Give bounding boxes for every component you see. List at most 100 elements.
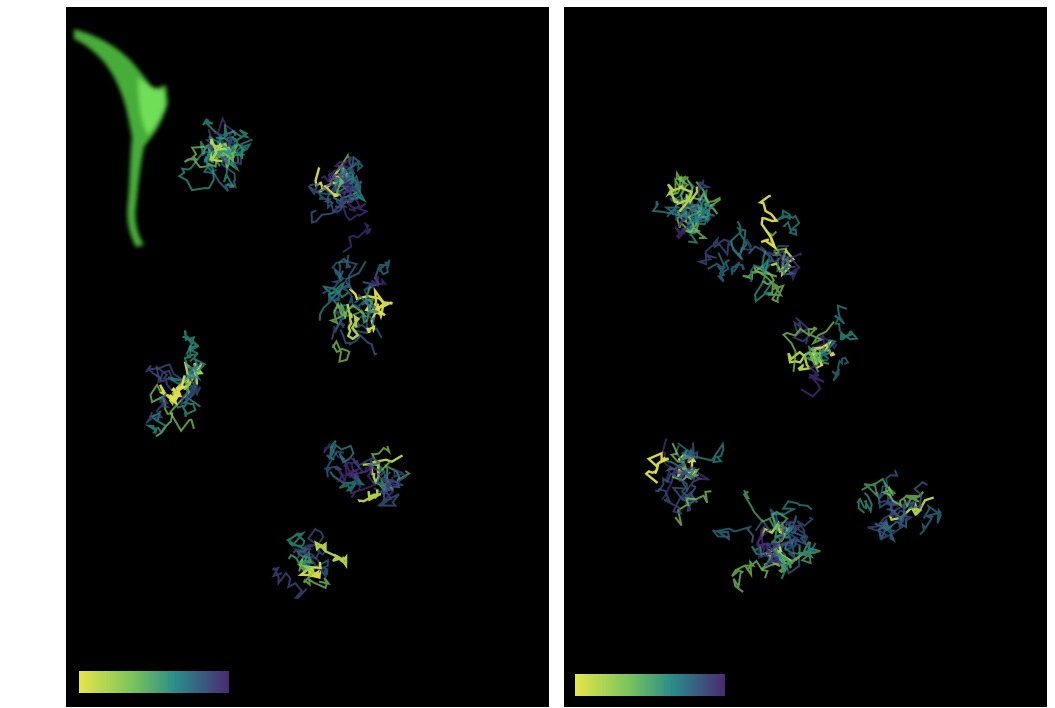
track-line (376, 471, 400, 508)
track-line (182, 329, 200, 355)
track-line (717, 238, 753, 260)
track-line (343, 460, 368, 476)
track-line (335, 152, 349, 197)
track-line (664, 458, 697, 479)
track-line (353, 293, 379, 327)
track-line (651, 200, 692, 220)
track-line (694, 188, 716, 226)
track-line (336, 468, 357, 483)
track-line (831, 356, 850, 382)
track-line (707, 252, 731, 283)
track-line (310, 177, 346, 224)
right-trajectory-panel (564, 7, 1047, 707)
track-line (342, 221, 372, 254)
track-line (665, 183, 699, 213)
track-line (357, 489, 382, 503)
track-line (370, 445, 392, 475)
track-line (348, 281, 378, 311)
track-line (328, 301, 365, 325)
cell-axon-shape (74, 29, 168, 247)
track-line (366, 303, 386, 334)
track-line (644, 451, 670, 484)
left-colorbar (79, 671, 229, 693)
track-line (839, 330, 859, 341)
track-line (776, 256, 797, 276)
left-trajectory-panel (66, 7, 549, 707)
track-line (754, 250, 774, 304)
track-line (327, 260, 367, 303)
track-line (776, 209, 801, 237)
track-line (208, 138, 230, 163)
track-line (668, 170, 721, 208)
track-line (730, 220, 748, 261)
track-line (757, 194, 779, 251)
track-line (731, 558, 769, 593)
track-line (221, 129, 251, 157)
track-line (335, 189, 369, 222)
track-line (231, 138, 253, 164)
track-line (671, 484, 699, 505)
track-line (886, 480, 929, 524)
left-track-lines (144, 115, 411, 599)
track-line (781, 320, 835, 372)
track-line (880, 486, 925, 508)
track-line (349, 456, 377, 499)
track-line (742, 264, 776, 286)
right-trajectory-plot (575, 170, 943, 696)
track-line (325, 439, 355, 464)
cell-body-bright (138, 77, 165, 135)
track-line (324, 450, 345, 478)
track-line (730, 261, 745, 275)
track-line (757, 520, 792, 566)
track-line (655, 472, 688, 493)
track-line (336, 185, 362, 212)
track-line (807, 346, 824, 366)
track-line (833, 304, 848, 332)
track-line (696, 235, 721, 266)
track-line (755, 525, 784, 567)
track-line (211, 151, 237, 192)
track-line (750, 525, 795, 558)
track-line (370, 275, 387, 288)
track-line (207, 138, 243, 166)
track-line (797, 541, 821, 565)
track-line (919, 503, 943, 536)
track-line (292, 544, 317, 560)
track-line (183, 345, 207, 374)
track-line (297, 558, 331, 590)
track-line (331, 339, 351, 364)
track-line (683, 442, 699, 464)
track-line (784, 515, 815, 553)
track-line (329, 471, 366, 493)
track-line (166, 375, 188, 406)
track-line (337, 155, 364, 176)
track-line (307, 182, 335, 205)
track-line (346, 303, 361, 341)
track-line (314, 540, 348, 570)
track-line (307, 527, 327, 563)
track-line (788, 516, 815, 545)
cell-inset (74, 29, 168, 247)
track-line (812, 339, 836, 370)
track-line (712, 525, 755, 543)
left-trajectory-plot (74, 29, 411, 693)
track-line (747, 245, 776, 282)
right-colorbar (575, 674, 725, 696)
track-line (812, 339, 837, 363)
track-line (861, 477, 897, 499)
track-line (792, 316, 810, 345)
track-line (762, 522, 802, 551)
track-line (323, 442, 362, 490)
track-line (167, 364, 202, 385)
track-line (856, 492, 873, 515)
right-track-lines (644, 170, 943, 593)
track-line (742, 489, 789, 538)
track-line (339, 329, 378, 356)
track-line (333, 156, 356, 185)
track-line (202, 118, 230, 142)
track-line (145, 392, 171, 425)
track-line (333, 254, 352, 283)
track-line (271, 566, 308, 599)
track-line (759, 245, 796, 269)
track-line (764, 549, 794, 580)
